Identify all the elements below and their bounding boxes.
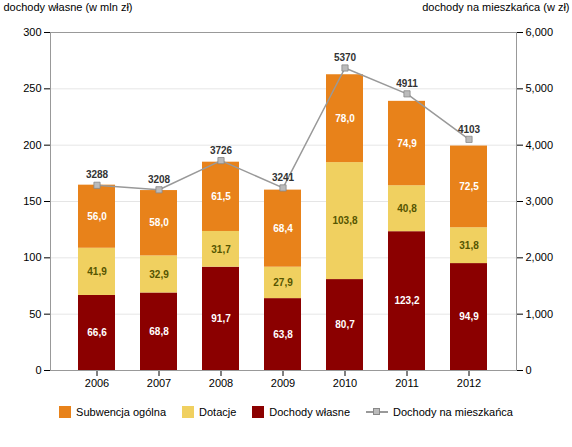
svg-text:2,000: 2,000 (526, 251, 554, 263)
svg-text:103,8: 103,8 (332, 215, 357, 226)
svg-text:27,9: 27,9 (273, 277, 293, 288)
svg-text:2010: 2010 (333, 377, 357, 389)
svg-text:3,000: 3,000 (526, 195, 554, 207)
html-text:Dochody na mieszkańca: Dochody na mieszkańca (393, 406, 513, 418)
svg-text:123,2: 123,2 (394, 295, 419, 306)
svg-text:2009: 2009 (271, 377, 295, 389)
svg-text:68,8: 68,8 (149, 326, 169, 337)
svg-text:94,9: 94,9 (459, 311, 479, 322)
svg-text:31,7: 31,7 (211, 244, 231, 255)
html-text:Subwencja ogólna: Subwencja ogólna (76, 406, 166, 418)
svg-text:4911: 4911 (396, 78, 418, 89)
svg-text:2012: 2012 (457, 377, 481, 389)
svg-text:3241: 3241 (272, 172, 295, 183)
svg-text:3208: 3208 (148, 174, 171, 185)
svg-text:31,8: 31,8 (459, 240, 479, 251)
svg-text:4,000: 4,000 (526, 139, 554, 151)
svg-text:32,9: 32,9 (149, 269, 169, 280)
svg-text:74,9: 74,9 (397, 138, 417, 149)
svg-text:200: 200 (23, 139, 41, 151)
svg-text:63,8: 63,8 (273, 329, 293, 340)
svg-text:dochody własne (w mln zł): dochody własne (w mln zł) (4, 1, 133, 13)
svg-text:61,5: 61,5 (211, 191, 231, 202)
html-text:Dochody własne: Dochody własne (269, 406, 350, 418)
svg-text:2007: 2007 (147, 377, 171, 389)
svg-text:250: 250 (23, 82, 41, 94)
svg-text:72,5: 72,5 (459, 181, 479, 192)
svg-text:2011: 2011 (395, 377, 419, 389)
svg-text:68,4: 68,4 (273, 223, 293, 234)
svg-text:0: 0 (35, 364, 41, 376)
svg-text:78,0: 78,0 (335, 113, 355, 124)
svg-text:50: 50 (29, 308, 41, 320)
svg-text:91,7: 91,7 (211, 313, 231, 324)
html-text:Dotacje: Dotacje (199, 406, 237, 418)
svg-text:56,0: 56,0 (87, 211, 107, 222)
svg-text:40,8: 40,8 (397, 203, 417, 214)
svg-text:5370: 5370 (334, 52, 357, 63)
svg-text:58,0: 58,0 (149, 217, 169, 228)
svg-text:6,000: 6,000 (526, 26, 554, 38)
svg-text:41,9: 41,9 (87, 266, 107, 277)
svg-text:66,6: 66,6 (87, 327, 107, 338)
svg-text:2008: 2008 (209, 377, 233, 389)
svg-text:2006: 2006 (85, 377, 109, 389)
svg-text:150: 150 (23, 195, 41, 207)
svg-text:1,000: 1,000 (526, 308, 554, 320)
svg-text:3726: 3726 (210, 145, 233, 156)
svg-text:3288: 3288 (86, 169, 109, 180)
svg-text:4103: 4103 (458, 124, 481, 135)
svg-text:5,000: 5,000 (526, 82, 554, 94)
svg-text:dochody na mieszkańca (w zł): dochody na mieszkańca (w zł) (422, 1, 569, 13)
svg-text:300: 300 (23, 26, 41, 38)
svg-text:80,7: 80,7 (335, 319, 355, 330)
svg-text:0: 0 (526, 364, 532, 376)
svg-text:100: 100 (23, 251, 41, 263)
